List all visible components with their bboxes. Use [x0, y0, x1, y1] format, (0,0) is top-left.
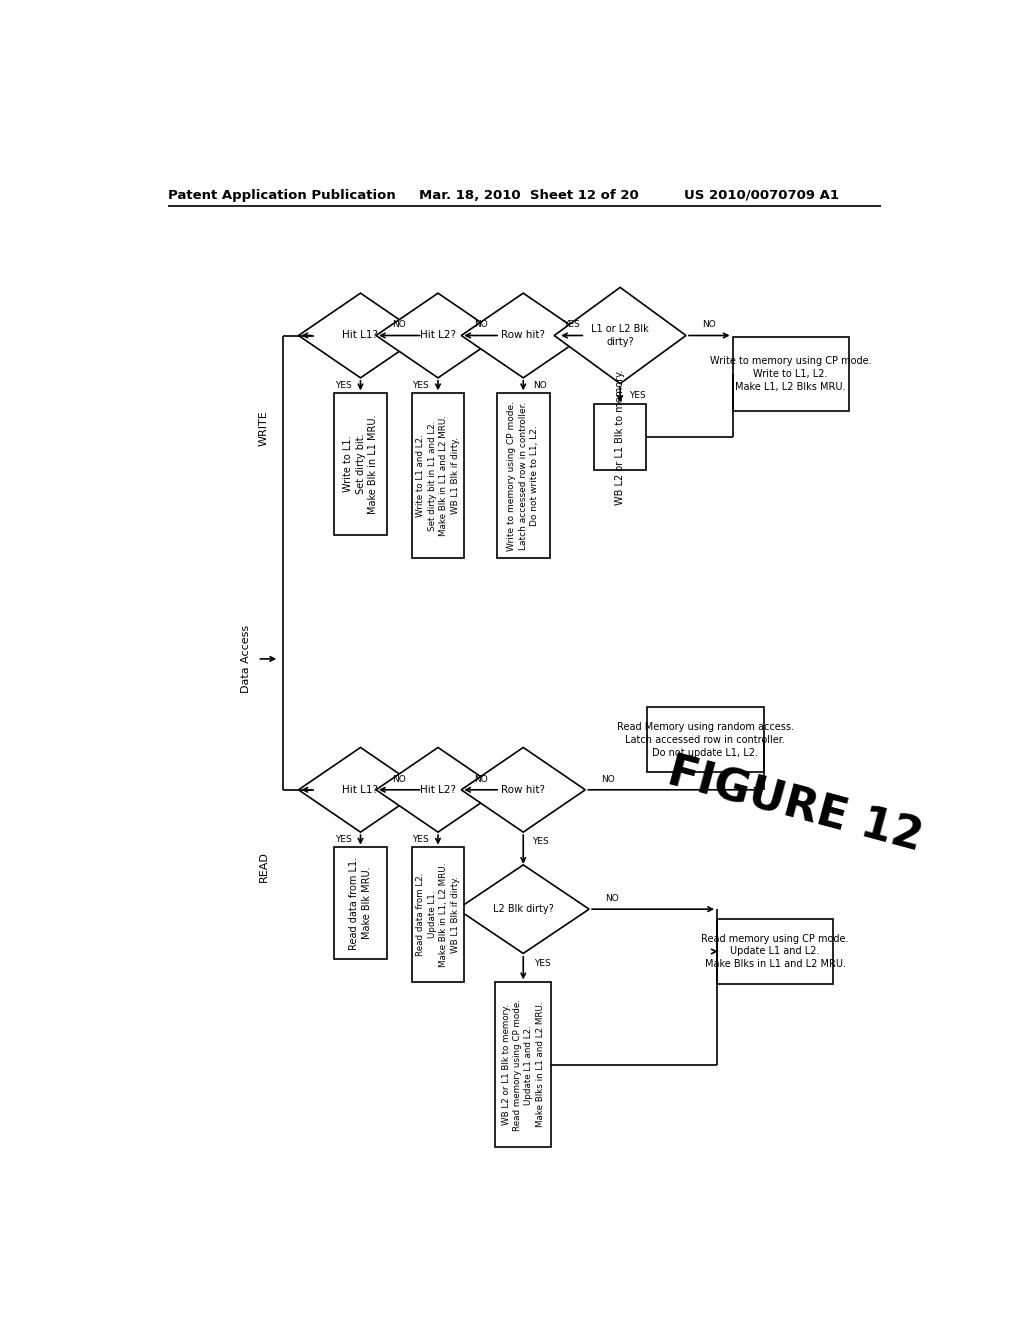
Text: WRITE: WRITE — [259, 411, 268, 446]
Text: NO: NO — [392, 775, 407, 784]
Text: US 2010/0070709 A1: US 2010/0070709 A1 — [684, 189, 840, 202]
Text: Hit L1?: Hit L1? — [342, 785, 379, 795]
FancyBboxPatch shape — [594, 404, 646, 470]
Polygon shape — [458, 865, 589, 953]
Polygon shape — [376, 293, 500, 378]
Polygon shape — [461, 747, 586, 832]
Text: L1 or L2 Blk
dirty?: L1 or L2 Blk dirty? — [591, 325, 649, 347]
Text: Patent Application Publication: Patent Application Publication — [168, 189, 396, 202]
Text: Read Memory using random access.
Latch accessed row in controller.
Do not update: Read Memory using random access. Latch a… — [616, 722, 794, 758]
Text: YES: YES — [335, 381, 352, 389]
FancyBboxPatch shape — [334, 847, 387, 958]
Text: YES: YES — [413, 836, 429, 845]
Text: Mar. 18, 2010  Sheet 12 of 20: Mar. 18, 2010 Sheet 12 of 20 — [419, 189, 638, 202]
Text: Read data from L2.
Update L1.
Make Blk in L1, L2 MRU.
WB L1 Blk if dirty.: Read data from L2. Update L1. Make Blk i… — [417, 862, 460, 966]
FancyBboxPatch shape — [334, 393, 387, 536]
FancyBboxPatch shape — [647, 708, 764, 772]
Polygon shape — [376, 747, 500, 832]
FancyBboxPatch shape — [496, 982, 551, 1147]
Text: READ: READ — [259, 851, 268, 882]
Text: Write to memory using CP mode.
Latch accessed row in controller.
Do not write to: Write to memory using CP mode. Latch acc… — [507, 401, 540, 550]
Text: FIGURE 12: FIGURE 12 — [663, 751, 927, 859]
Text: L2 Blk dirty?: L2 Blk dirty? — [493, 904, 554, 915]
Text: NO: NO — [392, 321, 407, 329]
Text: Write to L1.
Set dirty bit.
Make Blk in L1 MRU.: Write to L1. Set dirty bit. Make Blk in … — [343, 414, 378, 513]
Text: Row hit?: Row hit? — [502, 785, 545, 795]
Text: Row hit?: Row hit? — [502, 330, 545, 341]
Text: YES: YES — [413, 381, 429, 389]
FancyBboxPatch shape — [412, 393, 464, 558]
Text: NO: NO — [474, 775, 487, 784]
Polygon shape — [461, 293, 586, 378]
Text: Hit L2?: Hit L2? — [420, 785, 456, 795]
Text: Write to L1 and L2.
Set dirty bit in L1 and L2.
Make Blk in L1 and L2 MRU.
WB L1: Write to L1 and L2. Set dirty bit in L1 … — [417, 416, 460, 536]
Text: NO: NO — [534, 381, 547, 389]
Text: Write to memory using CP mode.
Write to L1, L2.
Make L1, L2 Blks MRU.: Write to memory using CP mode. Write to … — [710, 356, 871, 392]
Text: YES: YES — [335, 836, 352, 845]
Text: YES: YES — [629, 391, 645, 400]
Text: YES: YES — [535, 958, 551, 968]
FancyBboxPatch shape — [497, 393, 550, 558]
Text: Read data from L1.
Make Blk MRU.: Read data from L1. Make Blk MRU. — [349, 857, 372, 949]
Polygon shape — [299, 747, 423, 832]
Text: Read memory using CP mode.
Update L1 and L2.
Make Blks in L1 and L2 MRU.: Read memory using CP mode. Update L1 and… — [701, 933, 849, 969]
Text: WB L2 or L1 Blk to memory.
Read memory using CP mode.
Update L1 and L2.
Make Blk: WB L2 or L1 Blk to memory. Read memory u… — [502, 999, 545, 1131]
Polygon shape — [299, 293, 423, 378]
Text: Hit L2?: Hit L2? — [420, 330, 456, 341]
FancyBboxPatch shape — [412, 847, 464, 982]
FancyBboxPatch shape — [732, 338, 849, 411]
Text: WB L2 or L1 Blk to memory.: WB L2 or L1 Blk to memory. — [615, 370, 625, 504]
Text: NO: NO — [702, 321, 716, 329]
Text: NO: NO — [474, 321, 487, 329]
Text: NO: NO — [605, 894, 620, 903]
Polygon shape — [554, 288, 686, 384]
Text: YES: YES — [563, 321, 580, 329]
Text: Hit L1?: Hit L1? — [342, 330, 379, 341]
Text: NO: NO — [602, 775, 615, 784]
Text: Data Access: Data Access — [241, 624, 251, 693]
Text: YES: YES — [531, 837, 549, 846]
FancyBboxPatch shape — [717, 919, 834, 985]
